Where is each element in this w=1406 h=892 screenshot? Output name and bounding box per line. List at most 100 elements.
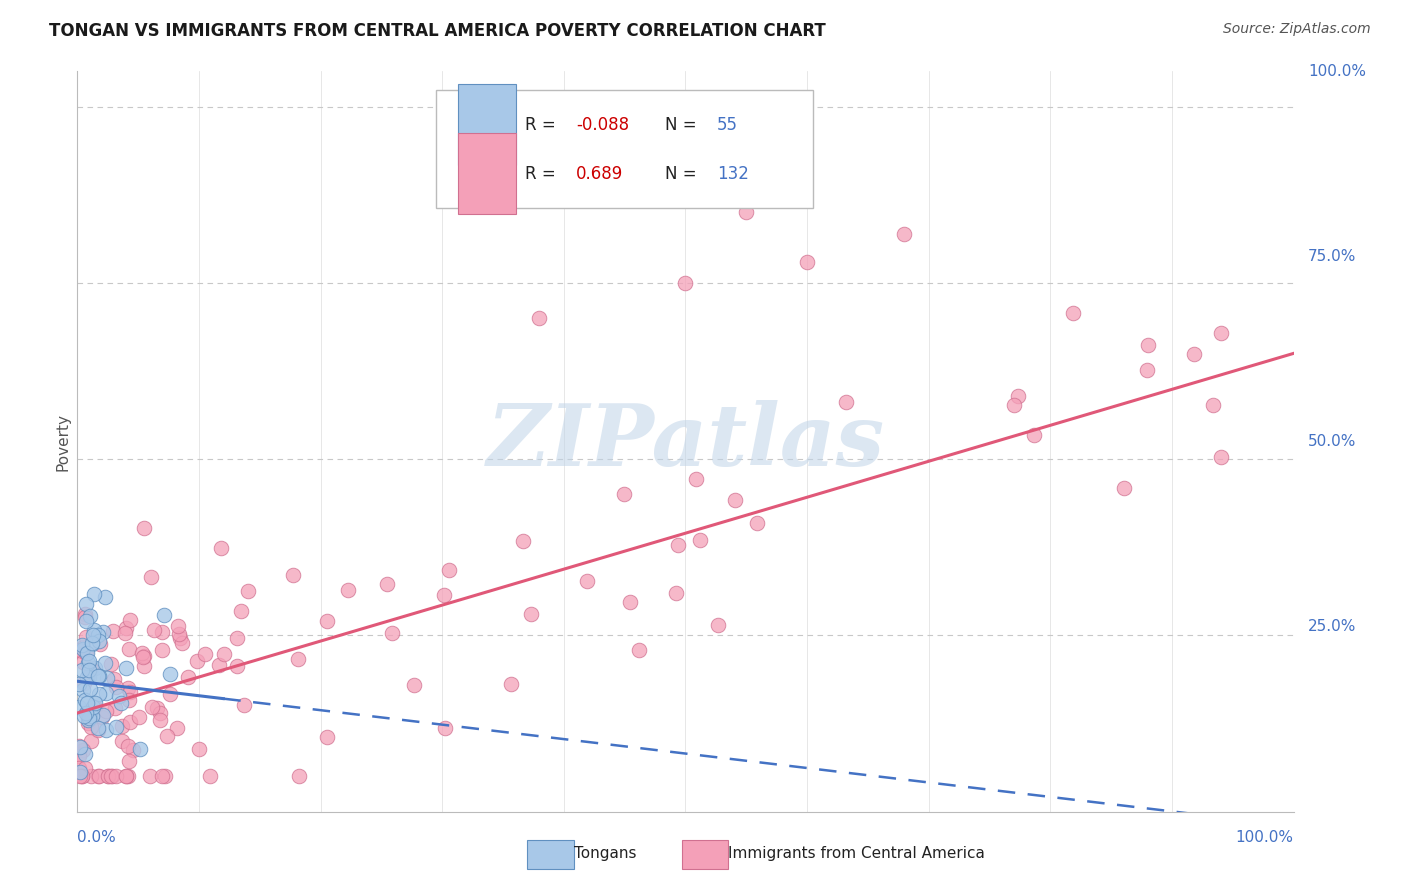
Point: [77, 713, 100, 727]
Point: [150, 625, 173, 640]
Point: [146, 700, 169, 714]
Point: [72, 656, 94, 670]
Point: [1209, 326, 1232, 341]
Point: [91, 624, 114, 639]
Point: [100, 657, 122, 671]
FancyBboxPatch shape: [682, 840, 728, 870]
Point: [117, 769, 139, 783]
Point: [89, 687, 111, 701]
Point: [100, 769, 122, 783]
Text: Source: ZipAtlas.com: Source: ZipAtlas.com: [1223, 22, 1371, 37]
Point: [166, 721, 188, 735]
Text: 132: 132: [717, 164, 749, 183]
Point: [139, 570, 162, 584]
Point: [689, 533, 711, 547]
Point: [724, 493, 747, 508]
Point: [96, 671, 118, 685]
Point: [316, 614, 339, 628]
Point: [132, 659, 155, 673]
Point: [337, 583, 360, 598]
Text: R =: R =: [524, 116, 561, 134]
Point: [69, 765, 91, 780]
Point: [89, 636, 111, 650]
Point: [665, 586, 688, 600]
Point: [77, 708, 100, 723]
Point: [111, 719, 134, 733]
Point: [79, 670, 101, 684]
Point: [1062, 306, 1084, 320]
Point: [149, 706, 172, 720]
Point: [97, 769, 120, 783]
Text: TONGAN VS IMMIGRANTS FROM CENTRAL AMERICA POVERTY CORRELATION CHART: TONGAN VS IMMIGRANTS FROM CENTRAL AMERIC…: [49, 22, 825, 40]
Point: [73, 607, 96, 621]
Point: [103, 701, 125, 715]
Point: [83, 587, 105, 601]
Point: [167, 626, 190, 640]
Point: [139, 769, 162, 783]
Point: [117, 739, 139, 754]
Point: [79, 706, 101, 721]
Point: [83, 661, 105, 675]
Text: 50.0%: 50.0%: [1308, 434, 1357, 449]
Point: [80, 734, 103, 748]
Point: [96, 704, 118, 718]
Point: [117, 681, 139, 695]
Point: [118, 693, 141, 707]
Point: [118, 754, 141, 768]
Point: [129, 742, 152, 756]
Point: [77, 663, 100, 677]
Point: [80, 636, 103, 650]
Point: [132, 649, 155, 664]
Point: [122, 743, 145, 757]
Point: [94, 590, 117, 604]
Point: [114, 769, 136, 783]
Point: [80, 769, 103, 783]
Point: [114, 625, 136, 640]
Point: [79, 711, 101, 725]
Point: [94, 656, 117, 670]
Point: [87, 627, 110, 641]
Point: [67, 761, 90, 775]
Point: [93, 707, 115, 722]
Point: [101, 624, 124, 638]
Point: [69, 643, 91, 657]
Point: [316, 731, 339, 745]
Point: [1184, 347, 1206, 361]
Point: [188, 741, 211, 756]
Point: [118, 613, 141, 627]
Text: 0.689: 0.689: [576, 164, 623, 183]
Text: ZIPatlas: ZIPatlas: [486, 400, 884, 483]
Point: [104, 720, 127, 734]
Point: [75, 646, 97, 660]
Point: [87, 723, 110, 737]
Y-axis label: Poverty: Poverty: [55, 412, 70, 471]
Point: [575, 574, 598, 589]
Point: [75, 706, 97, 720]
Point: [72, 642, 94, 657]
FancyBboxPatch shape: [436, 90, 813, 209]
Point: [150, 769, 173, 783]
Point: [128, 710, 150, 724]
Point: [1201, 398, 1223, 412]
Point: [103, 672, 125, 686]
Point: [120, 714, 142, 729]
Point: [375, 577, 398, 591]
Point: [75, 610, 97, 624]
Text: 100.0%: 100.0%: [1308, 64, 1367, 78]
Point: [512, 533, 534, 548]
Point: [131, 646, 153, 660]
Point: [207, 658, 229, 673]
Point: [893, 227, 915, 241]
FancyBboxPatch shape: [458, 84, 516, 165]
Point: [796, 254, 818, 268]
Point: [82, 709, 104, 723]
Point: [72, 644, 94, 658]
Point: [67, 739, 90, 754]
Point: [159, 666, 181, 681]
Point: [177, 670, 200, 684]
Point: [520, 607, 543, 621]
Point: [155, 729, 177, 743]
Point: [86, 721, 108, 735]
Point: [80, 637, 103, 651]
Point: [149, 713, 172, 727]
